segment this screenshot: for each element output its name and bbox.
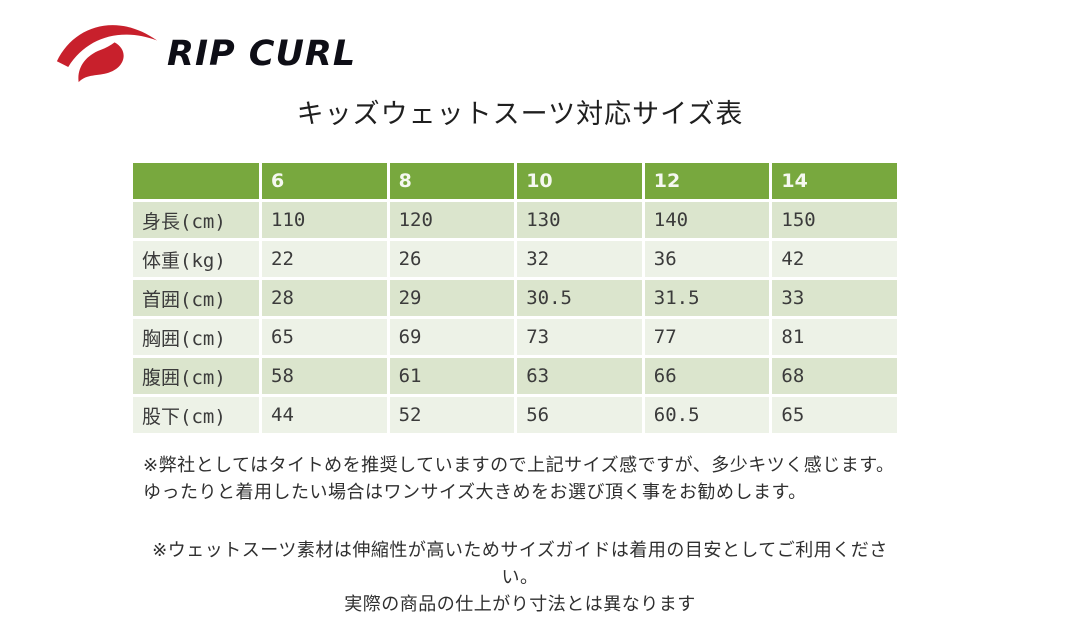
table-row-label: 股下(cm): [133, 397, 259, 433]
table-cell: 140: [644, 202, 770, 238]
table-cell: 150: [772, 202, 897, 238]
table-cell: 73: [517, 319, 642, 355]
table-cell: 120: [389, 202, 515, 238]
table-row-label: 腹囲(cm): [133, 358, 259, 394]
size-column-header: 14: [772, 163, 897, 199]
material-disclaimer-note: ※ウェットスーツ素材は伸縮性が高いためサイズガイドは着用の目安としてご利用くださ…: [135, 537, 905, 618]
page-title: キッズウェットスーツ対応サイズ表: [296, 99, 744, 130]
table-cell: 60.5: [644, 397, 770, 433]
size-column-header: 8: [389, 163, 515, 199]
table-cell: 44: [262, 397, 387, 433]
table-cell: 31.5: [644, 280, 770, 316]
table-row-label: 胸囲(cm): [133, 319, 259, 355]
size-column-header: 6: [262, 163, 387, 199]
ripcurl-logo: RIP CURL: [55, 12, 356, 86]
table-corner-cell: [133, 163, 259, 199]
table-cell: 30.5: [517, 280, 642, 316]
table-row-label: 体重(kg): [133, 241, 259, 277]
table-cell: 110: [262, 202, 387, 238]
size-chart-table: 6 8 10 12 14 身長(cm) 110 120 130 140 150 …: [133, 163, 897, 433]
table-row-label: 首囲(cm): [133, 280, 259, 316]
table-cell: 65: [262, 319, 387, 355]
table-cell: 56: [517, 397, 642, 433]
table-cell: 58: [262, 358, 387, 394]
table-cell: 77: [644, 319, 770, 355]
table-cell: 65: [772, 397, 897, 433]
table-cell: 81: [772, 319, 897, 355]
table-cell: 52: [389, 397, 515, 433]
table-row-label: 身長(cm): [133, 202, 259, 238]
table-cell: 61: [389, 358, 515, 394]
table-cell: 33: [772, 280, 897, 316]
table-cell: 68: [772, 358, 897, 394]
table-cell: 29: [389, 280, 515, 316]
material-note-line1: ※ウェットスーツ素材は伸縮性が高いためサイズガイドは着用の目安としてご利用くださ…: [152, 540, 888, 588]
table-cell: 63: [517, 358, 642, 394]
table-cell: 36: [644, 241, 770, 277]
fit-recommendation-note: ※弊社としてはタイトめを推奨していますので上記サイズ感ですが、多少キツく感じます…: [143, 452, 943, 506]
size-column-header: 10: [517, 163, 642, 199]
fit-note-line1: ※弊社としてはタイトめを推奨していますので上記サイズ感ですが、多少キツく感じます…: [143, 455, 895, 476]
size-column-header: 12: [644, 163, 770, 199]
table-cell: 66: [644, 358, 770, 394]
ripcurl-wave-icon: [56, 25, 158, 83]
ripcurl-logo-text: RIP CURL: [167, 34, 357, 74]
fit-note-line2: ゆったりと着用したい場合はワンサイズ大きめをお選び頂く事をお勧めします。: [143, 482, 807, 503]
table-cell: 130: [517, 202, 642, 238]
table-cell: 26: [389, 241, 515, 277]
table-cell: 28: [262, 280, 387, 316]
table-cell: 22: [262, 241, 387, 277]
table-cell: 69: [389, 319, 515, 355]
table-cell: 42: [772, 241, 897, 277]
table-cell: 32: [517, 241, 642, 277]
